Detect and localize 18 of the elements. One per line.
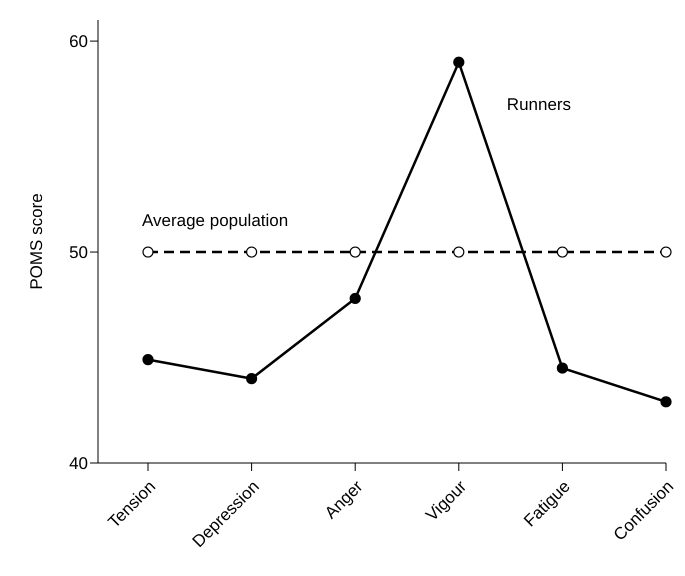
point bbox=[142, 246, 154, 258]
point bbox=[350, 292, 361, 304]
point bbox=[453, 56, 464, 68]
y-tick-label: 50 bbox=[69, 243, 88, 262]
y-tick-label: 40 bbox=[69, 454, 88, 474]
point bbox=[246, 246, 258, 258]
point bbox=[556, 362, 568, 374]
y-axis-title: POMS score bbox=[27, 193, 46, 290]
point bbox=[556, 246, 568, 258]
point bbox=[142, 354, 154, 366]
series-label: Runners bbox=[506, 95, 572, 114]
point bbox=[660, 246, 672, 258]
point bbox=[350, 246, 361, 258]
point bbox=[246, 373, 258, 384]
point bbox=[453, 246, 464, 258]
y-tick-label: 60 bbox=[69, 32, 88, 52]
point bbox=[660, 396, 672, 408]
series-label: Average population bbox=[142, 211, 288, 230]
